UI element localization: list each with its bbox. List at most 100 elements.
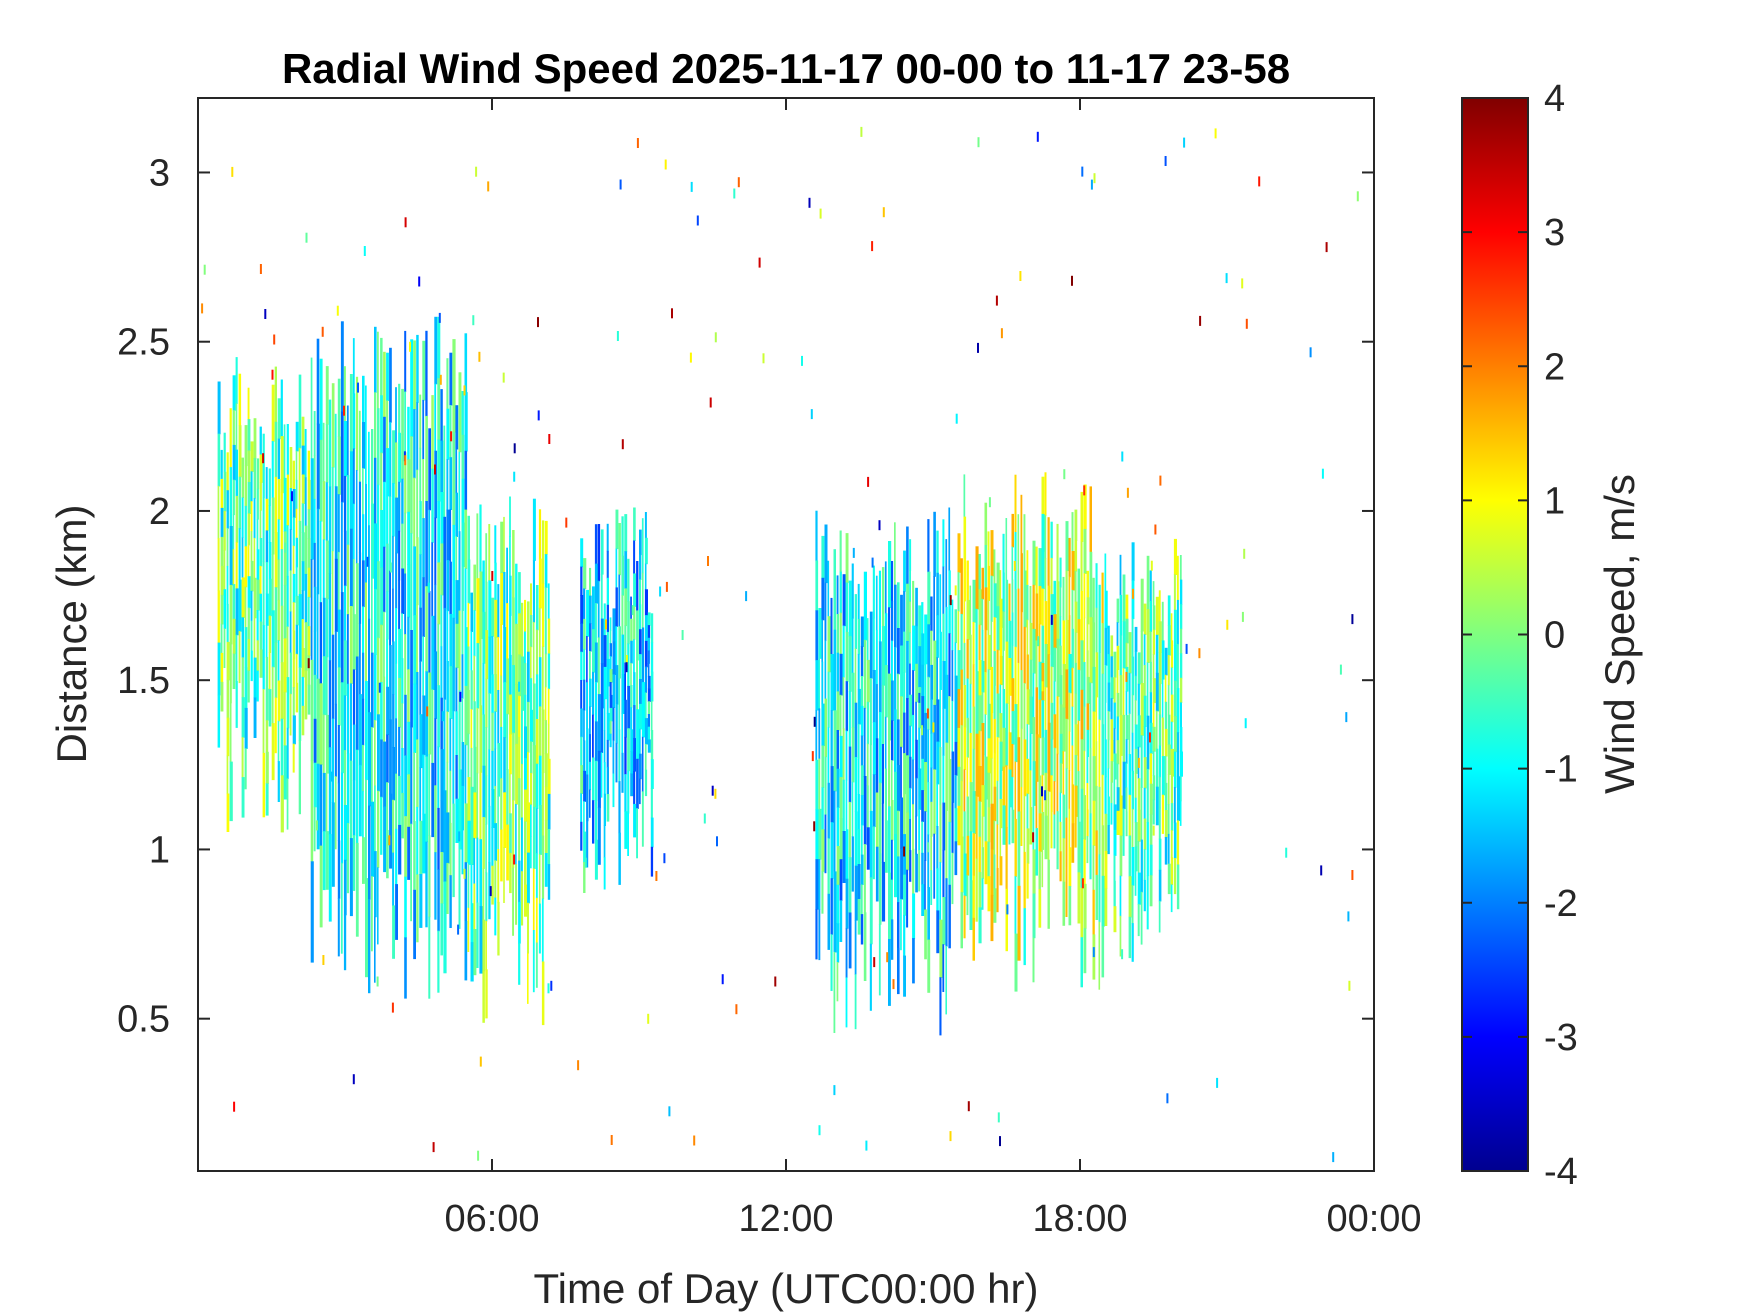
heat-cell xyxy=(1113,702,1116,729)
heat-cell xyxy=(322,656,326,716)
heat-cell xyxy=(512,867,514,936)
heat-cell xyxy=(815,510,818,562)
heat-cell xyxy=(1125,739,1128,764)
heat-cell xyxy=(410,630,413,728)
heat-cell xyxy=(1056,638,1060,697)
heat-cell xyxy=(580,793,583,823)
heat-cell xyxy=(915,739,918,779)
heat-cell xyxy=(422,636,424,697)
heat-cell xyxy=(927,676,930,730)
heat-cell xyxy=(476,772,479,839)
x-tick-label: 00:00 xyxy=(1326,1198,1421,1240)
noise-point xyxy=(1150,560,1153,571)
heat-cell xyxy=(1137,652,1141,685)
heat-cell xyxy=(1032,673,1035,718)
heat-cell xyxy=(250,531,253,562)
noise-point xyxy=(1241,611,1244,622)
heat-cell xyxy=(250,620,253,652)
heat-cell xyxy=(491,674,494,714)
heat-cell xyxy=(337,551,340,611)
heat-cell xyxy=(912,670,915,716)
heat-cell xyxy=(1065,570,1068,621)
heat-cell xyxy=(1134,724,1138,750)
heat-cell xyxy=(1137,809,1141,842)
noise-point xyxy=(1351,870,1354,880)
heat-cell xyxy=(1041,737,1045,776)
heat-cell xyxy=(1158,838,1162,871)
heat-cell xyxy=(1011,546,1014,581)
heat-cell xyxy=(416,537,419,606)
heat-cell xyxy=(316,423,320,510)
heat-cell xyxy=(1074,724,1078,756)
noise-point xyxy=(418,276,421,287)
heat-cell xyxy=(609,656,612,670)
heat-cell xyxy=(948,759,952,823)
heat-cell xyxy=(368,899,371,994)
heat-cell xyxy=(1029,696,1033,734)
heat-cell xyxy=(594,603,597,644)
heat-cell xyxy=(541,772,544,837)
heat-cell xyxy=(618,626,621,679)
heat-cell xyxy=(1092,577,1095,623)
heat-cell xyxy=(1158,745,1161,778)
heat-cell xyxy=(912,893,916,939)
heat-cell xyxy=(404,573,407,635)
noise-point xyxy=(1149,732,1151,743)
heat-cell xyxy=(1023,514,1026,572)
heat-cell xyxy=(377,867,379,945)
heat-cell xyxy=(235,634,238,682)
heat-cell xyxy=(473,564,477,611)
heat-cell xyxy=(238,425,242,478)
heat-cell xyxy=(1095,785,1098,831)
heat-cell xyxy=(1053,580,1057,615)
heat-cell xyxy=(1020,553,1023,613)
heat-cell xyxy=(316,593,319,680)
heat-cell xyxy=(1053,781,1056,816)
heat-cell xyxy=(948,821,951,886)
heat-cell xyxy=(1086,570,1089,598)
heat-cell xyxy=(1164,701,1168,730)
heat-cell xyxy=(362,744,364,792)
heat-cell xyxy=(259,454,263,483)
heat-cell xyxy=(966,560,969,601)
heat-cell xyxy=(1104,776,1107,815)
heat-cell xyxy=(1119,554,1122,596)
heat-cell xyxy=(265,783,269,816)
heat-cell xyxy=(241,697,245,738)
heat-cell xyxy=(374,785,376,852)
noise-point xyxy=(378,682,381,693)
heat-cell xyxy=(1038,813,1042,852)
heat-cell xyxy=(603,825,606,858)
heat-cell xyxy=(503,792,507,848)
heat-cell xyxy=(863,912,867,981)
heat-cell xyxy=(274,532,278,588)
noise-point xyxy=(707,556,709,566)
heat-cell xyxy=(544,786,548,821)
heat-cell xyxy=(1167,744,1171,775)
heat-cell xyxy=(404,876,407,938)
heat-cell xyxy=(1017,885,1021,961)
heat-cell xyxy=(1170,748,1174,777)
heat-cell xyxy=(398,775,401,826)
heat-cell xyxy=(830,710,833,767)
heat-cell xyxy=(960,725,963,782)
heat-cell xyxy=(963,600,966,644)
heat-cell xyxy=(374,720,376,787)
noise-point xyxy=(659,586,662,597)
heat-cell xyxy=(268,578,272,617)
heat-cell xyxy=(1134,626,1138,652)
heat-cell xyxy=(220,478,224,509)
heat-cell xyxy=(313,498,316,544)
heat-cell xyxy=(1056,811,1059,870)
heat-cell xyxy=(304,670,308,720)
heat-cell xyxy=(374,654,377,721)
heat-cell xyxy=(1059,792,1062,823)
heat-cell xyxy=(909,570,911,602)
heat-cell xyxy=(467,777,471,822)
heat-cell xyxy=(615,704,618,744)
heat-cell xyxy=(473,792,477,839)
heat-cell xyxy=(900,797,904,849)
heat-cell xyxy=(630,662,632,686)
heat-cell xyxy=(343,640,347,696)
